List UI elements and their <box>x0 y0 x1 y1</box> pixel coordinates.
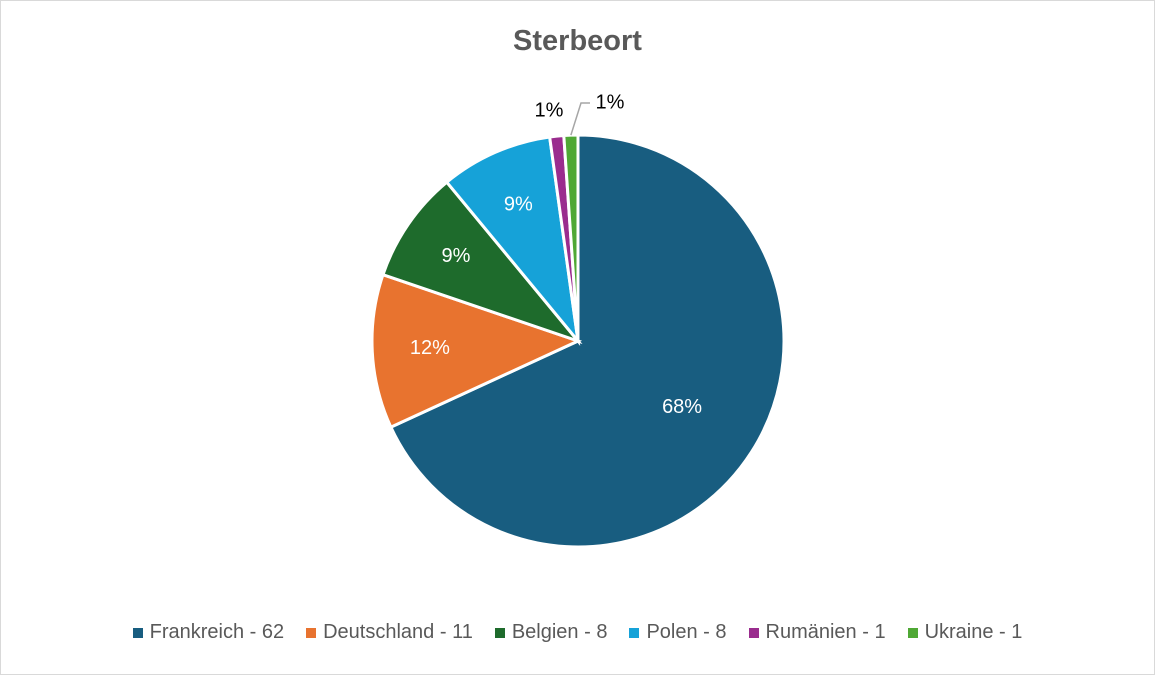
pie-slice-frankreich <box>388 133 786 549</box>
legend-swatch <box>132 627 143 638</box>
leader-line <box>570 102 590 136</box>
data-label: 12% <box>410 337 450 359</box>
legend-swatch <box>629 627 640 638</box>
pie-slice-deutschland <box>370 272 583 430</box>
pie-slice-polen <box>444 135 581 347</box>
legend-label: Deutschland - 11 <box>323 621 473 643</box>
legend-label: Belgien - 8 <box>511 621 608 643</box>
legend-label: Polen - 8 <box>646 621 727 643</box>
data-label: 1% <box>535 99 564 121</box>
legend-label: Rumänien - 1 <box>765 621 886 643</box>
legend-item: Deutschland - 11 <box>306 621 473 644</box>
legend: Frankreich - 62 Deutschland - 11 Belgien -… <box>1 621 1154 644</box>
legend-item: Polen - 8 <box>629 621 727 644</box>
legend-swatch <box>748 627 759 638</box>
chart-title: Sterbeort <box>513 25 642 57</box>
legend-swatch <box>907 627 918 638</box>
data-label: 1% <box>596 91 625 113</box>
legend-label: Frankreich - 62 <box>149 621 285 643</box>
legend-item: Frankreich - 62 <box>132 621 285 644</box>
data-label: 9% <box>441 245 470 267</box>
legend-item: Belgien - 8 <box>494 621 608 644</box>
pie-chart: 68% 12% 9% 9% 1% 1% <box>370 91 786 549</box>
pie-slice-belgien <box>381 180 583 345</box>
pie-slice-ukraine <box>562 133 580 342</box>
legend-label: Ukraine - 1 <box>924 621 1023 643</box>
legend-item: Ukraine - 1 <box>907 621 1023 644</box>
data-label: 68% <box>662 396 702 418</box>
legend-swatch <box>494 627 505 638</box>
legend-swatch <box>306 627 317 638</box>
data-label: 9% <box>504 194 533 216</box>
legend-item: Rumänien - 1 <box>748 621 886 644</box>
